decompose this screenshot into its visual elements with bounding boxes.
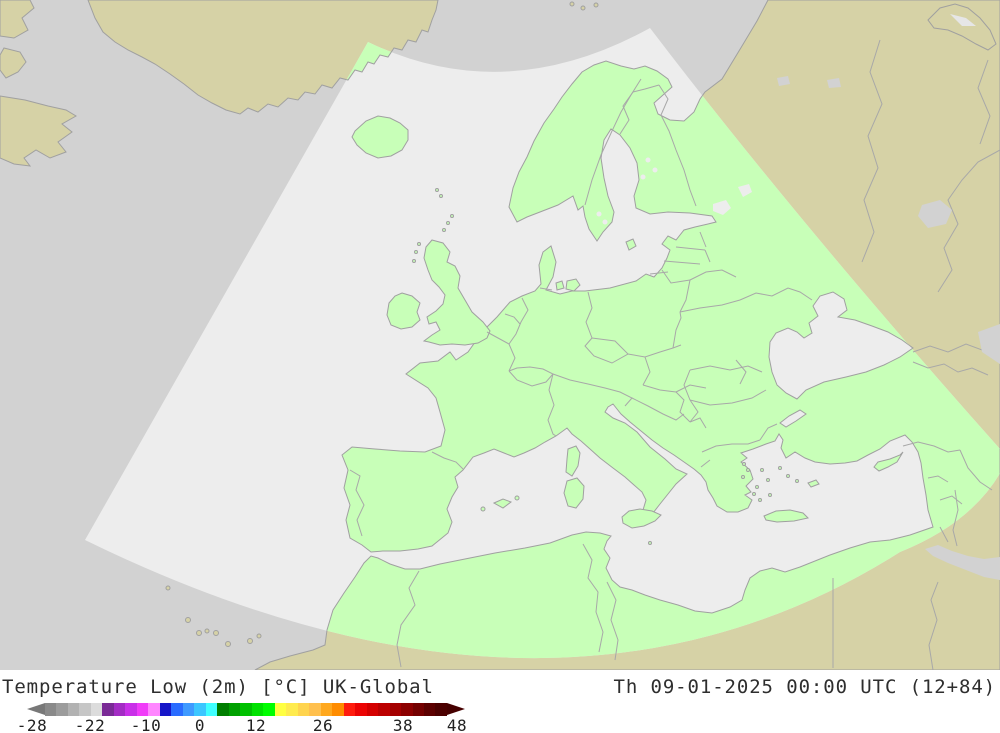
temperature-colorbar	[27, 703, 465, 716]
lake-onega	[738, 184, 752, 197]
colorbar-block	[309, 703, 321, 716]
colorbar-block	[251, 703, 264, 716]
colorbar-block	[159, 703, 172, 716]
colorbar-block	[423, 703, 436, 716]
map-title: Temperature Low (2m) [°C] UK-Global	[2, 676, 434, 698]
colorbar-block	[125, 703, 137, 716]
colorbar-block	[274, 703, 287, 716]
colorbar-tick-labels: -28 -22 -10 0 12 26 38 48	[0, 716, 1000, 733]
colorbar-block	[378, 703, 390, 716]
colorbar-left-arrow	[27, 703, 45, 715]
map-canvas	[0, 0, 1000, 670]
rybinsk-lake	[918, 200, 952, 228]
lake-ladoga	[713, 200, 731, 215]
colorbar-block	[136, 703, 149, 716]
colorbar-block	[263, 703, 275, 716]
colorbar-block	[332, 703, 344, 716]
red-sea-gulf	[925, 545, 1000, 580]
colorbar-tick: 12	[245, 716, 267, 733]
colorbar-tick: 38	[392, 716, 414, 733]
colorbar-block	[194, 703, 206, 716]
colorbar-block	[297, 703, 310, 716]
colorbar-block	[171, 703, 183, 716]
colorbar-block	[412, 703, 424, 716]
colorbar-block	[67, 703, 80, 716]
legend-footer: Temperature Low (2m) [°C] UK-Global Th 0…	[0, 670, 1000, 733]
colorbar-tick: 0	[194, 716, 206, 733]
colorbar-block	[343, 703, 356, 716]
colorbar-block	[56, 703, 68, 716]
colorbar-block	[228, 703, 241, 716]
europe-forecast-map	[0, 0, 1000, 670]
colorbar-block	[182, 703, 195, 716]
colorbar-right-arrow	[446, 703, 465, 715]
colorbar-tick: -28	[16, 716, 48, 733]
colorbar-block	[240, 703, 252, 716]
colorbar-block	[435, 703, 447, 716]
ice-patch	[950, 14, 976, 26]
colorbar-tick: -22	[74, 716, 106, 733]
colorbar-block	[286, 703, 298, 716]
colorbar-block	[205, 703, 218, 716]
lakes-outside-domain	[777, 76, 1000, 580]
colorbar-block	[389, 703, 402, 716]
colorbar-tick: 26	[312, 716, 334, 733]
colorbar-block	[45, 703, 57, 716]
country-borders	[349, 39, 1000, 670]
colorbar-tick: 48	[446, 716, 468, 733]
colorbar-block	[90, 703, 103, 716]
colorbar-block	[113, 703, 126, 716]
colorbar-block	[355, 703, 367, 716]
colorbar-block	[148, 703, 160, 716]
colorbar-block	[217, 703, 229, 716]
colorbar-block	[320, 703, 333, 716]
colorbar-block	[102, 703, 114, 716]
caspian-sea-edge	[978, 324, 1000, 364]
colorbar-block	[79, 703, 91, 716]
lakes-inside-domain	[596, 157, 752, 225]
valid-time-label: Th 09-01-2025 00:00 UTC (12+84)	[613, 676, 996, 698]
colorbar-block	[401, 703, 413, 716]
colorbar-tick: -10	[130, 716, 162, 733]
colorbar-block	[366, 703, 379, 716]
